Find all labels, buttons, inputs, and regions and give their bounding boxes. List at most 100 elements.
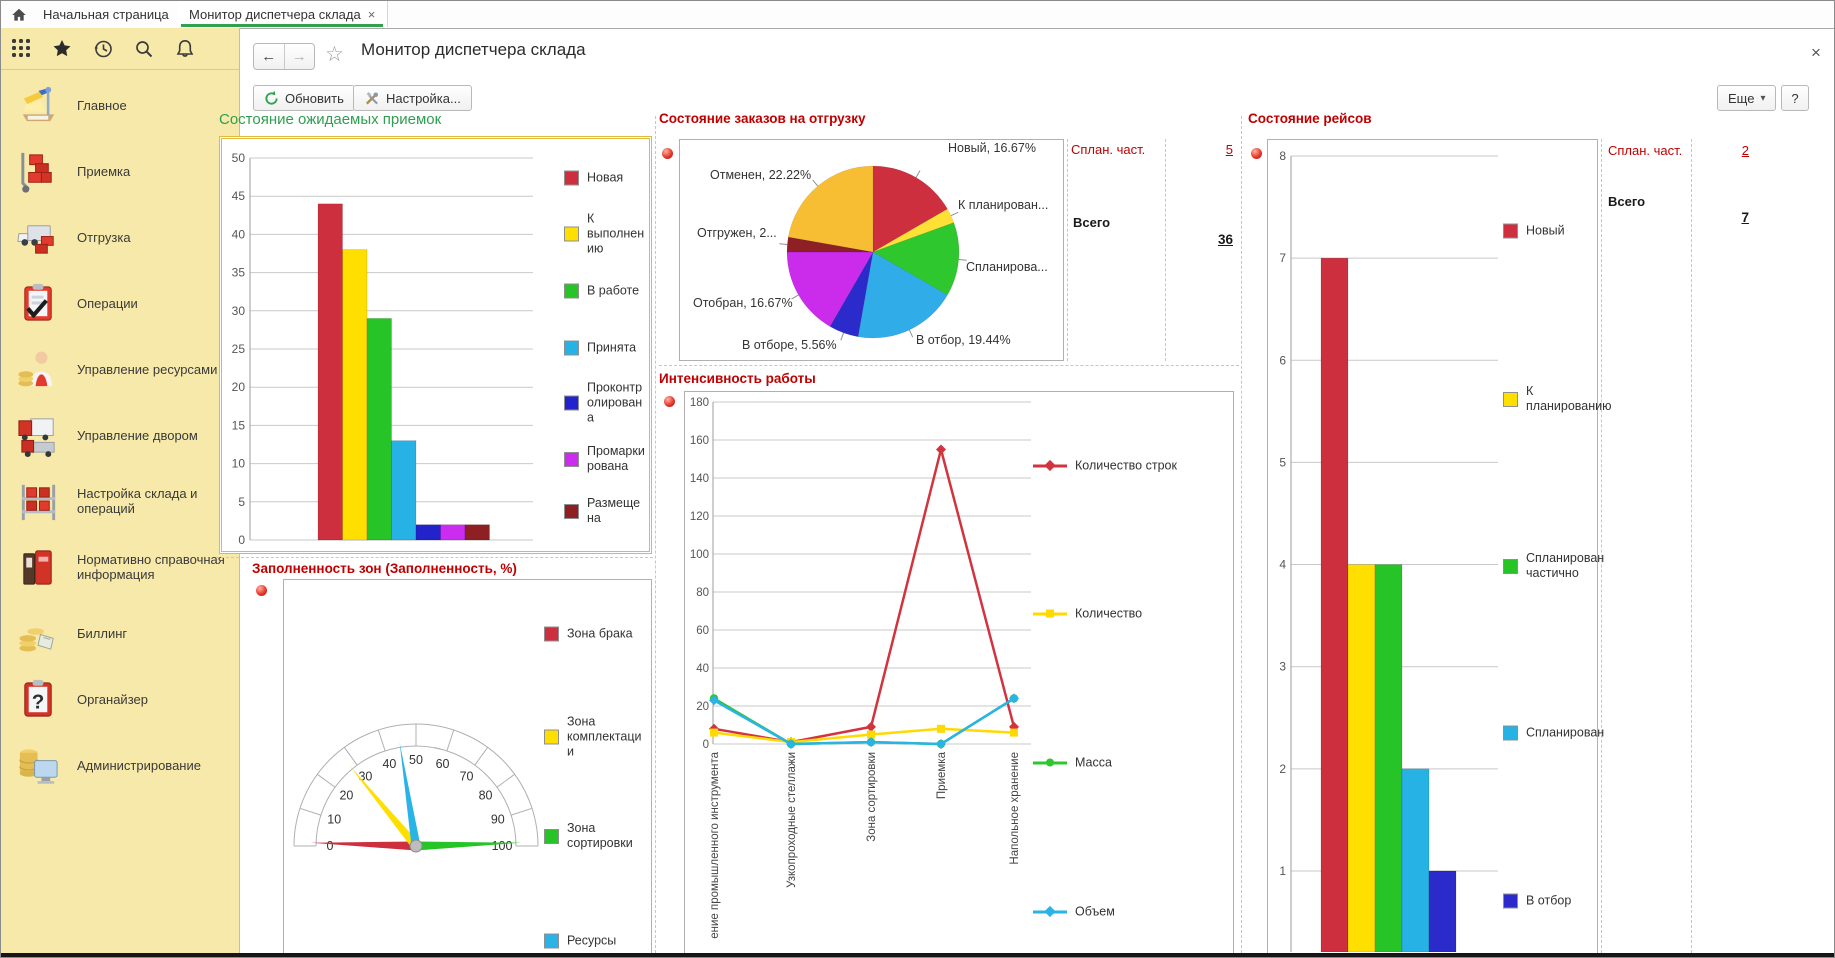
sidebar-item-yard[interactable]: Управление двором bbox=[1, 402, 239, 468]
legend-item: Зона комплектации bbox=[544, 715, 647, 760]
legend-swatch bbox=[564, 395, 579, 411]
close-form-icon[interactable]: × bbox=[1811, 43, 1821, 62]
sidebar-item-label: Приемка bbox=[77, 163, 131, 179]
legend-label: Новый bbox=[1526, 223, 1565, 238]
sidebar-item-receiving[interactable]: Приемка bbox=[1, 138, 239, 204]
shipping-total-label: Всего bbox=[1073, 215, 1111, 230]
intensity-chart[interactable]: 0 20 40 60 80 100 120 140 160 180 ение промышленно… bbox=[684, 391, 1234, 953]
legend-label: Промаркирована bbox=[587, 444, 645, 473]
svg-text:6: 6 bbox=[1279, 353, 1286, 367]
home-icon[interactable] bbox=[9, 5, 29, 25]
legend-label: Зона сортировки bbox=[567, 821, 633, 850]
sidebar-item-administration[interactable]: Администрирование bbox=[1, 732, 239, 798]
receipts-chart[interactable]: 0 5 10 15 20 25 30 35 40 45 50 Новая К выполнению В р… bbox=[219, 136, 652, 554]
svg-text:160: 160 bbox=[690, 435, 709, 447]
tab-label: Монитор диспетчера склада bbox=[189, 6, 361, 22]
trips-chart[interactable]: 1 2 3 4 5 6 7 8 Новый К планированию Спланирован ч… bbox=[1267, 139, 1612, 953]
trips-total-value[interactable]: 7 bbox=[1741, 210, 1749, 225]
svg-text:Зона сортировки: Зона сортировки bbox=[866, 752, 878, 842]
legend-label: Зона комплектации bbox=[567, 714, 642, 759]
refresh-indicator-icon bbox=[256, 585, 267, 596]
svg-text:25: 25 bbox=[232, 342, 246, 356]
legend-swatch bbox=[1503, 893, 1518, 909]
chevron-down-icon: ▾ bbox=[1760, 92, 1766, 104]
summary-separator bbox=[1067, 139, 1068, 361]
svg-text:7: 7 bbox=[1279, 251, 1286, 265]
legend-item: Спланирован частично bbox=[1503, 551, 1612, 581]
refresh-indicator-icon bbox=[662, 148, 673, 159]
svg-text:30: 30 bbox=[358, 769, 372, 783]
legend-line bbox=[1033, 905, 1067, 918]
favorites-star-icon[interactable] bbox=[52, 39, 72, 59]
legend-item: Размещена bbox=[564, 496, 645, 526]
tab-close-icon[interactable]: × bbox=[367, 6, 376, 22]
apps-grid-icon[interactable] bbox=[11, 39, 31, 59]
shipping-total-value[interactable]: 36 bbox=[1217, 232, 1233, 247]
favorite-star-icon[interactable]: ☆ bbox=[325, 43, 344, 66]
shipping-orders-chart[interactable]: Новый, 16.67% К планирован... Спланирова..… bbox=[679, 139, 1064, 361]
legend-swatch bbox=[564, 170, 579, 186]
sidebar-item-desk[interactable]: Главное bbox=[1, 72, 239, 138]
legend-item: Количество строк bbox=[1033, 459, 1195, 474]
trips-planned-value[interactable]: 2 bbox=[1741, 143, 1749, 158]
sidebar-item-shipping[interactable]: Отгрузка bbox=[1, 204, 239, 270]
shipping-planned-value[interactable]: 5 bbox=[1225, 142, 1233, 157]
legend-label: Проконтролирована bbox=[587, 380, 643, 425]
sidebar-item-resources[interactable]: Управление ресурсами bbox=[1, 336, 239, 402]
svg-text:Напольное хранение: Напольное хранение bbox=[1009, 752, 1021, 865]
legend-item: Количество bbox=[1033, 607, 1195, 622]
refresh-button[interactable]: Обновить bbox=[253, 85, 355, 111]
sidebar-item-label: Органайзер bbox=[77, 691, 148, 707]
trips-total-label: Всего bbox=[1608, 194, 1646, 209]
sidebar-item-label: Настройка склада и операций bbox=[77, 486, 198, 516]
svg-text:5: 5 bbox=[238, 495, 245, 509]
settings-button[interactable]: Настройка... bbox=[353, 85, 472, 111]
forward-arrow-icon[interactable]: → bbox=[291, 48, 307, 65]
pie-slice-label: Отобран, 16.67% bbox=[693, 296, 793, 310]
legend-label: К выполнению bbox=[587, 211, 645, 256]
history-icon[interactable] bbox=[93, 39, 113, 59]
svg-text:50: 50 bbox=[409, 753, 423, 767]
sidebar-menu: Главное Приемка Отгрузка Операции Управление… bbox=[1, 72, 239, 798]
warehouse-setup-icon bbox=[15, 478, 62, 525]
zone-fill-chart-title: Заполненность зон (Заполненность, %) bbox=[252, 561, 517, 576]
refresh-icon bbox=[264, 90, 279, 106]
zone-fill-chart[interactable]: 0 10 20 30 40 50 60 70 80 90 100 Зона брака Зона ком… bbox=[283, 579, 652, 955]
svg-text:2: 2 bbox=[1279, 762, 1286, 776]
tab-warehouse-monitor[interactable]: Монитор диспетчера склада × bbox=[177, 1, 389, 27]
back-arrow-icon[interactable]: ← bbox=[254, 44, 285, 69]
sidebar-item-billing[interactable]: Биллинг bbox=[1, 600, 239, 666]
intensity-chart-title: Интенсивность работы bbox=[659, 371, 816, 386]
legend-item: В работе bbox=[564, 283, 645, 299]
help-button[interactable]: ? bbox=[1781, 85, 1809, 111]
svg-text:30: 30 bbox=[232, 304, 246, 318]
svg-text:10: 10 bbox=[327, 812, 341, 826]
yard-icon bbox=[15, 412, 62, 459]
svg-text:100: 100 bbox=[492, 839, 513, 853]
trips-planned-label: Сплан. част. bbox=[1608, 143, 1683, 158]
svg-text:45: 45 bbox=[232, 189, 246, 203]
tab-home-page[interactable]: Начальная страница bbox=[31, 1, 182, 27]
legend-line bbox=[1033, 758, 1067, 767]
svg-text:90: 90 bbox=[491, 812, 505, 826]
sidebar-item-reference[interactable]: Нормативно справочная информация bbox=[1, 534, 239, 600]
column-separator bbox=[655, 116, 656, 953]
legend-swatch bbox=[564, 283, 579, 299]
legend-swatch bbox=[544, 729, 559, 745]
legend-label: В работе bbox=[587, 283, 640, 298]
legend-item: Промаркирована bbox=[564, 444, 645, 474]
legend-label: Ресурсы bbox=[567, 933, 617, 948]
svg-text:Узкопроходные стеллажи: Узкопроходные стеллажи bbox=[786, 752, 798, 888]
sidebar-item-warehouse-setup[interactable]: Настройка склада и операций bbox=[1, 468, 239, 534]
svg-text:ение промышленного инструмента: ение промышленного инструмента bbox=[709, 751, 721, 938]
search-icon[interactable] bbox=[134, 39, 154, 59]
legend-label: Масса bbox=[1075, 755, 1112, 770]
more-button[interactable]: Еще ▾ bbox=[1717, 85, 1777, 111]
notifications-bell-icon[interactable] bbox=[175, 39, 195, 59]
sidebar-item-label: Главное bbox=[77, 97, 127, 113]
sidebar-item-organizer[interactable]: ? Органайзер bbox=[1, 666, 239, 732]
refresh-indicator-icon bbox=[664, 396, 675, 407]
sidebar-item-operations[interactable]: Операции bbox=[1, 270, 239, 336]
legend-item: Новая bbox=[564, 170, 645, 186]
